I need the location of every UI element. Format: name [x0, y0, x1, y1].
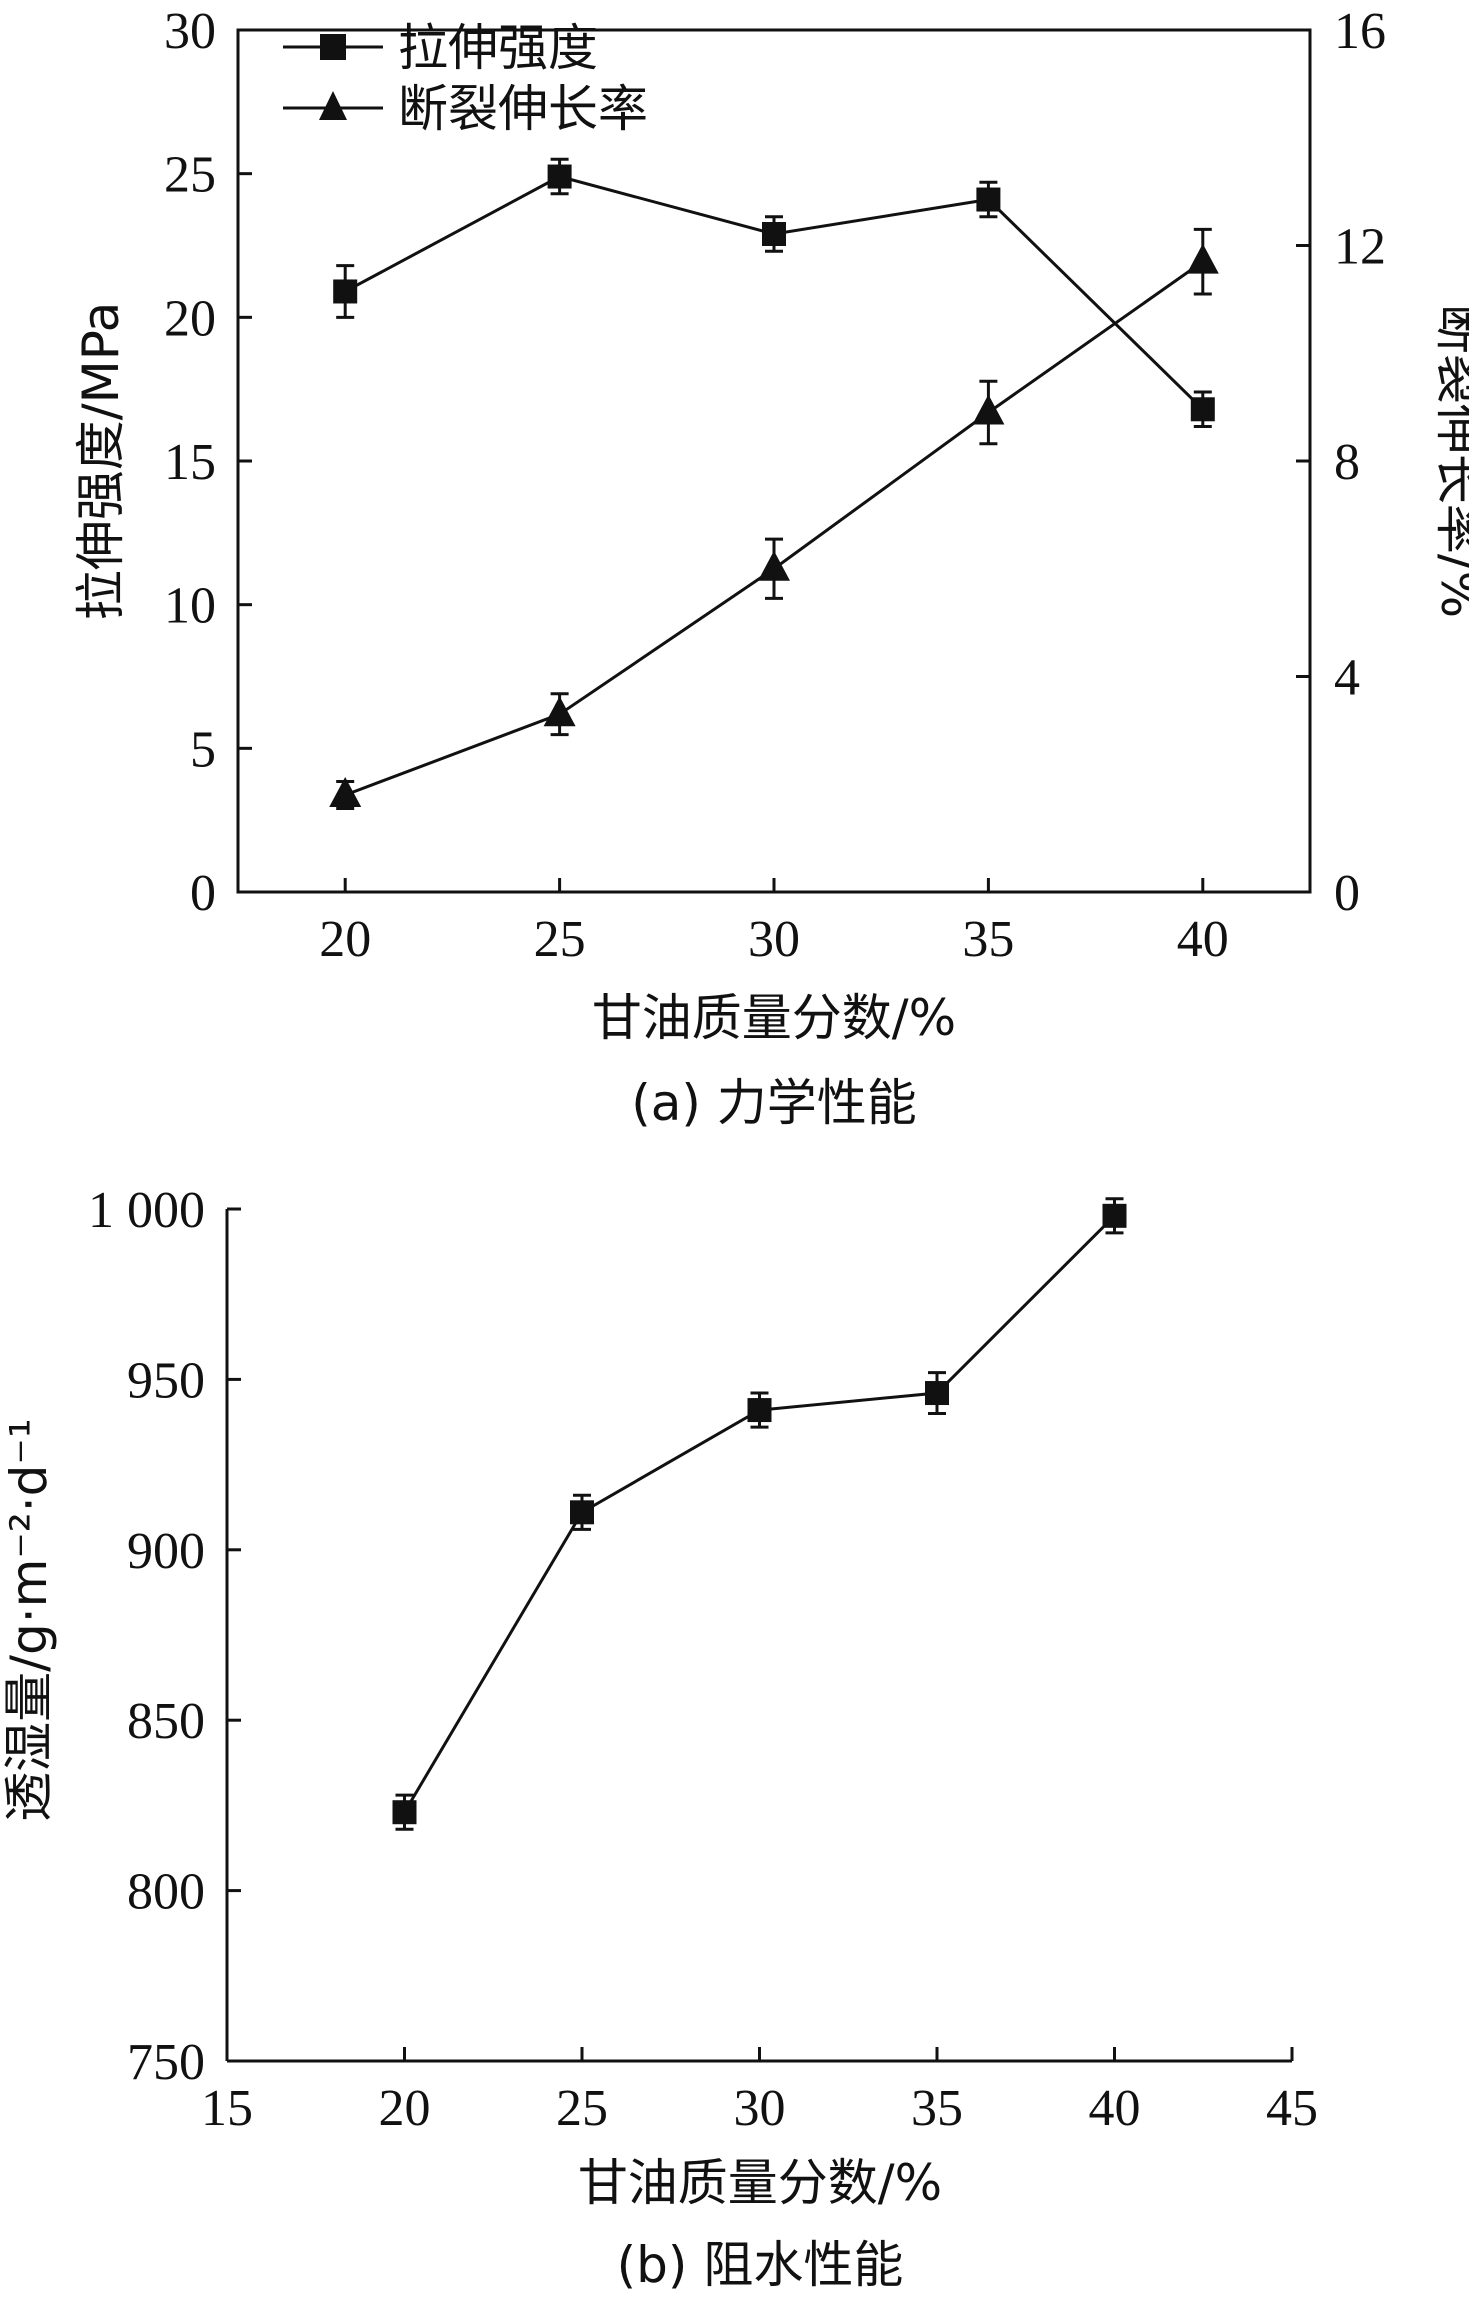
- chart-a-caption: (a) 力学性能: [631, 1074, 917, 1132]
- chart-b-y-tick-label: 850: [127, 1693, 205, 1750]
- data-point-elongation: [758, 550, 790, 581]
- chart-a-y-tick-label: 10: [164, 578, 216, 635]
- data-point-tensile: [1190, 397, 1215, 422]
- chart-a-y2-tick-label: 12: [1334, 219, 1386, 276]
- data-point-elongation: [329, 777, 362, 808]
- chart-a-y-tick-label: 0: [190, 865, 216, 922]
- chart-a-x-tick-label: 30: [748, 911, 800, 968]
- chart-b-y-tick-label: 1 000: [88, 1182, 205, 1239]
- chart-a-x-tick-label: 35: [962, 911, 1014, 968]
- data-point-elongation: [972, 394, 1005, 425]
- chart-a-y-axis-label: 拉伸强度/MPa: [72, 302, 130, 621]
- data-point-moisture: [392, 1800, 417, 1825]
- chart-b-x-tick-label: 20: [379, 2080, 431, 2137]
- data-point-moisture: [747, 1398, 772, 1423]
- chart-a-legend: 拉伸强度 断裂伸长率: [283, 19, 648, 138]
- data-point-tensile: [976, 187, 1001, 212]
- chart-b-x-axis-label: 甘油质量分数/%: [578, 2154, 942, 2212]
- chart-a-y2-tick-label: 0: [1334, 865, 1360, 922]
- chart-a-y-tick-label: 15: [164, 434, 216, 491]
- chart-b-y-tick-label: 750: [127, 2034, 205, 2091]
- chart-a-y2-tick-label: 16: [1334, 3, 1386, 60]
- chart-b-y-tick-label: 950: [127, 1352, 205, 1409]
- series-line-tensile: [344, 174, 1204, 411]
- chart-a-plot-frame: [236, 28, 1312, 894]
- chart-b-y-tick-label: 900: [127, 1523, 205, 1580]
- chart-a-x-tick-label: 20: [319, 911, 371, 968]
- series-line-elongation: [344, 260, 1204, 797]
- chart-b-x-tick-label: 15: [201, 2080, 253, 2137]
- data-point-tensile: [762, 222, 786, 247]
- chart-a-y2-axis-label: 断裂伸长率/%: [1430, 304, 1469, 618]
- data-point-moisture: [570, 1500, 594, 1525]
- legend-label-elongation: 断裂伸长率: [398, 80, 648, 138]
- chart-a-y2-tick-label: 8: [1334, 434, 1360, 491]
- data-point-elongation: [543, 696, 576, 727]
- data-point-tensile: [333, 279, 358, 304]
- legend-marker-square: [320, 34, 346, 60]
- chart-b-caption: (b) 阻水性能: [617, 2236, 904, 2294]
- data-point-moisture: [925, 1381, 949, 1406]
- chart-a-y-tick-label: 5: [190, 721, 216, 778]
- chart-b-water-vapor: 15 20 25 30 35 40 45 750 800 850 900 950 1 000 甘油质量分…: [0, 1182, 1318, 2294]
- data-point-moisture: [1102, 1203, 1127, 1228]
- data-point-tensile: [547, 164, 572, 189]
- chart-b-x-tick-label: 40: [1089, 2080, 1141, 2137]
- chart-b-x-tick-label: 35: [911, 2080, 963, 2137]
- chart-b-x-tick-label: 45: [1266, 2080, 1318, 2137]
- chart-a-y-tick-label: 30: [164, 3, 216, 60]
- chart-b-y-tick-label: 800: [127, 1864, 205, 1921]
- data-point-elongation: [1186, 243, 1219, 274]
- chart-a-mechanical: 20 25 30 35 40 0 5 10 15 20 25 30 0 4 8 12 16 拉伸强度 断裂伸长率…: [72, 3, 1469, 1132]
- chart-b-y-axis-label: 透湿量/g·m⁻²·d⁻¹: [0, 1418, 58, 1822]
- chart-a-x-tick-label: 25: [534, 911, 586, 968]
- legend-marker-triangle: [319, 91, 347, 120]
- chart-b-x-tick-label: 30: [734, 2080, 786, 2137]
- chart-a-x-axis-label: 甘油质量分数/%: [592, 989, 956, 1047]
- series-line-moisture: [403, 1214, 1116, 1813]
- chart-b-x-tick-label: 25: [556, 2080, 608, 2137]
- chart-a-y2-tick-label: 4: [1334, 650, 1360, 707]
- chart-a-y-tick-label: 25: [164, 147, 216, 204]
- chart-a-y-tick-label: 20: [164, 290, 216, 347]
- legend-label-tensile: 拉伸强度: [398, 19, 598, 77]
- chart-a-x-tick-label: 40: [1177, 911, 1229, 968]
